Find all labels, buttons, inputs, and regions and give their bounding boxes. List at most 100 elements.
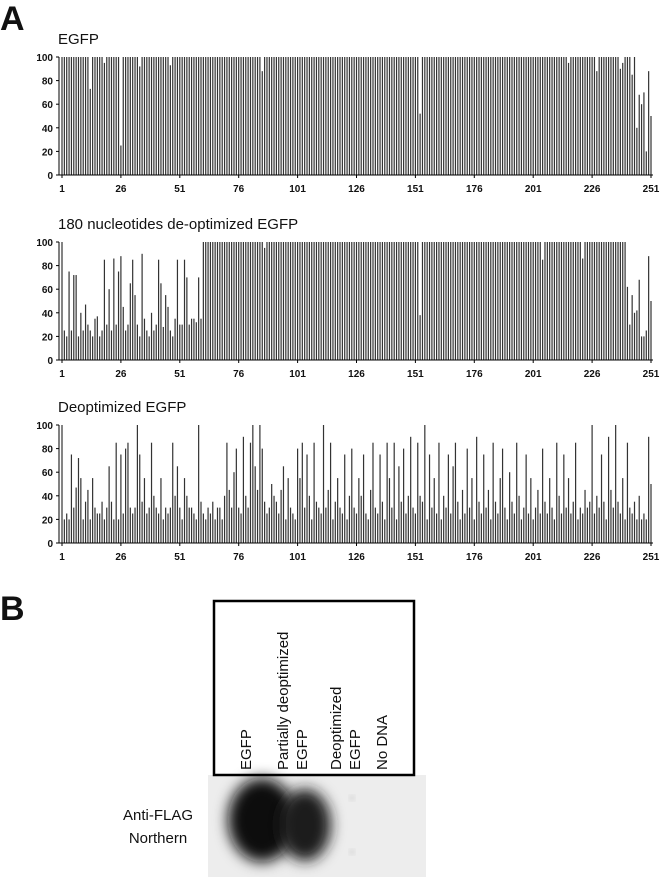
bar xyxy=(631,74,633,175)
bar xyxy=(421,57,424,175)
bar xyxy=(318,242,320,360)
bar xyxy=(544,501,546,543)
bar xyxy=(113,57,115,175)
bar xyxy=(153,495,155,543)
bar xyxy=(157,57,160,175)
bar xyxy=(570,242,572,360)
bar xyxy=(216,507,219,543)
x-tick-label: 151 xyxy=(407,369,424,380)
bar xyxy=(598,242,600,360)
bar xyxy=(221,519,223,543)
bar xyxy=(329,57,332,175)
bar xyxy=(195,519,197,543)
bar xyxy=(315,242,318,360)
bar xyxy=(101,501,103,543)
bar xyxy=(626,442,629,543)
bar xyxy=(549,242,551,360)
bar xyxy=(492,442,494,543)
bar xyxy=(504,242,506,360)
x-tick-label: 101 xyxy=(289,184,306,195)
bar xyxy=(181,324,183,360)
bar xyxy=(94,57,96,175)
bar xyxy=(188,324,190,360)
bar xyxy=(146,513,148,543)
bar xyxy=(275,242,277,360)
bar xyxy=(264,247,266,360)
bar xyxy=(266,242,268,360)
bar xyxy=(233,242,235,360)
bar xyxy=(494,242,497,360)
bar xyxy=(513,57,515,175)
bar xyxy=(372,242,374,360)
bar xyxy=(563,242,565,360)
band xyxy=(228,778,296,862)
bar xyxy=(372,442,374,543)
x-tick-label: 51 xyxy=(174,184,186,195)
spot xyxy=(350,796,354,800)
x-tick-label: 76 xyxy=(233,552,245,563)
bar xyxy=(525,242,527,360)
bar xyxy=(546,513,548,543)
bar xyxy=(407,57,409,175)
bar xyxy=(478,57,480,175)
bar xyxy=(631,295,633,360)
bar xyxy=(605,57,607,175)
bar xyxy=(591,425,593,543)
bar xyxy=(341,513,343,543)
bar xyxy=(483,57,485,175)
bar xyxy=(320,57,322,175)
bar xyxy=(351,57,353,175)
bar xyxy=(96,57,98,175)
bar xyxy=(622,242,624,360)
bar xyxy=(506,242,508,360)
bar xyxy=(478,501,480,543)
y-tick-label: 20 xyxy=(42,147,54,158)
bar xyxy=(179,507,181,543)
bar xyxy=(648,256,650,360)
bar xyxy=(575,242,577,360)
bar xyxy=(600,454,603,543)
bar xyxy=(80,312,82,360)
bar xyxy=(200,501,202,543)
bar xyxy=(532,242,534,360)
bar xyxy=(501,57,504,175)
bar xyxy=(367,519,369,543)
bar xyxy=(82,330,84,360)
bar xyxy=(417,442,419,543)
bar xyxy=(598,507,600,543)
bar xyxy=(527,513,530,543)
bar xyxy=(127,442,129,543)
bar xyxy=(120,145,122,175)
bar xyxy=(73,275,75,360)
bar xyxy=(360,495,362,543)
bar xyxy=(466,448,468,543)
bar xyxy=(358,242,360,360)
bar xyxy=(327,57,329,175)
bar xyxy=(452,466,454,543)
bar xyxy=(497,57,499,175)
bar xyxy=(452,242,454,360)
bar xyxy=(365,513,367,543)
x-tick-label: 226 xyxy=(584,184,601,195)
bar xyxy=(549,478,551,543)
bar xyxy=(268,57,270,175)
bar xyxy=(249,242,252,360)
bar xyxy=(476,436,478,543)
bar xyxy=(447,57,449,175)
bar xyxy=(313,242,315,360)
bar xyxy=(546,242,548,360)
bar xyxy=(226,57,228,175)
bar xyxy=(398,242,400,360)
bar xyxy=(530,57,532,175)
bar xyxy=(66,336,68,360)
bar xyxy=(193,318,195,360)
bar xyxy=(607,242,610,360)
bar xyxy=(306,57,308,175)
bar xyxy=(379,242,381,360)
bar xyxy=(509,472,511,543)
bar xyxy=(337,57,339,175)
bar xyxy=(410,436,412,543)
bar xyxy=(643,513,645,543)
bar xyxy=(516,242,518,360)
